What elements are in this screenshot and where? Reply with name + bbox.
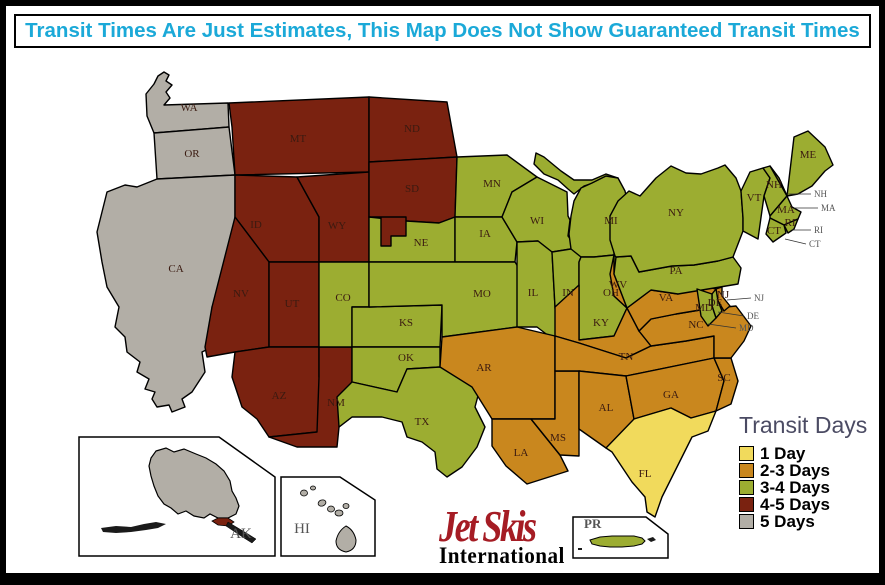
svg-text:NE_panhandle: NE_panhandle (6, 6, 39, 9)
svg-text:MD: MD (739, 323, 754, 333)
svg-text:RI: RI (814, 225, 823, 235)
svg-text:NJ: NJ (754, 293, 764, 303)
svg-text:NH: NH (814, 189, 827, 199)
svg-text:CT: CT (809, 239, 821, 249)
svg-text:MA: MA (821, 203, 836, 213)
svg-text:DE: DE (747, 311, 759, 321)
